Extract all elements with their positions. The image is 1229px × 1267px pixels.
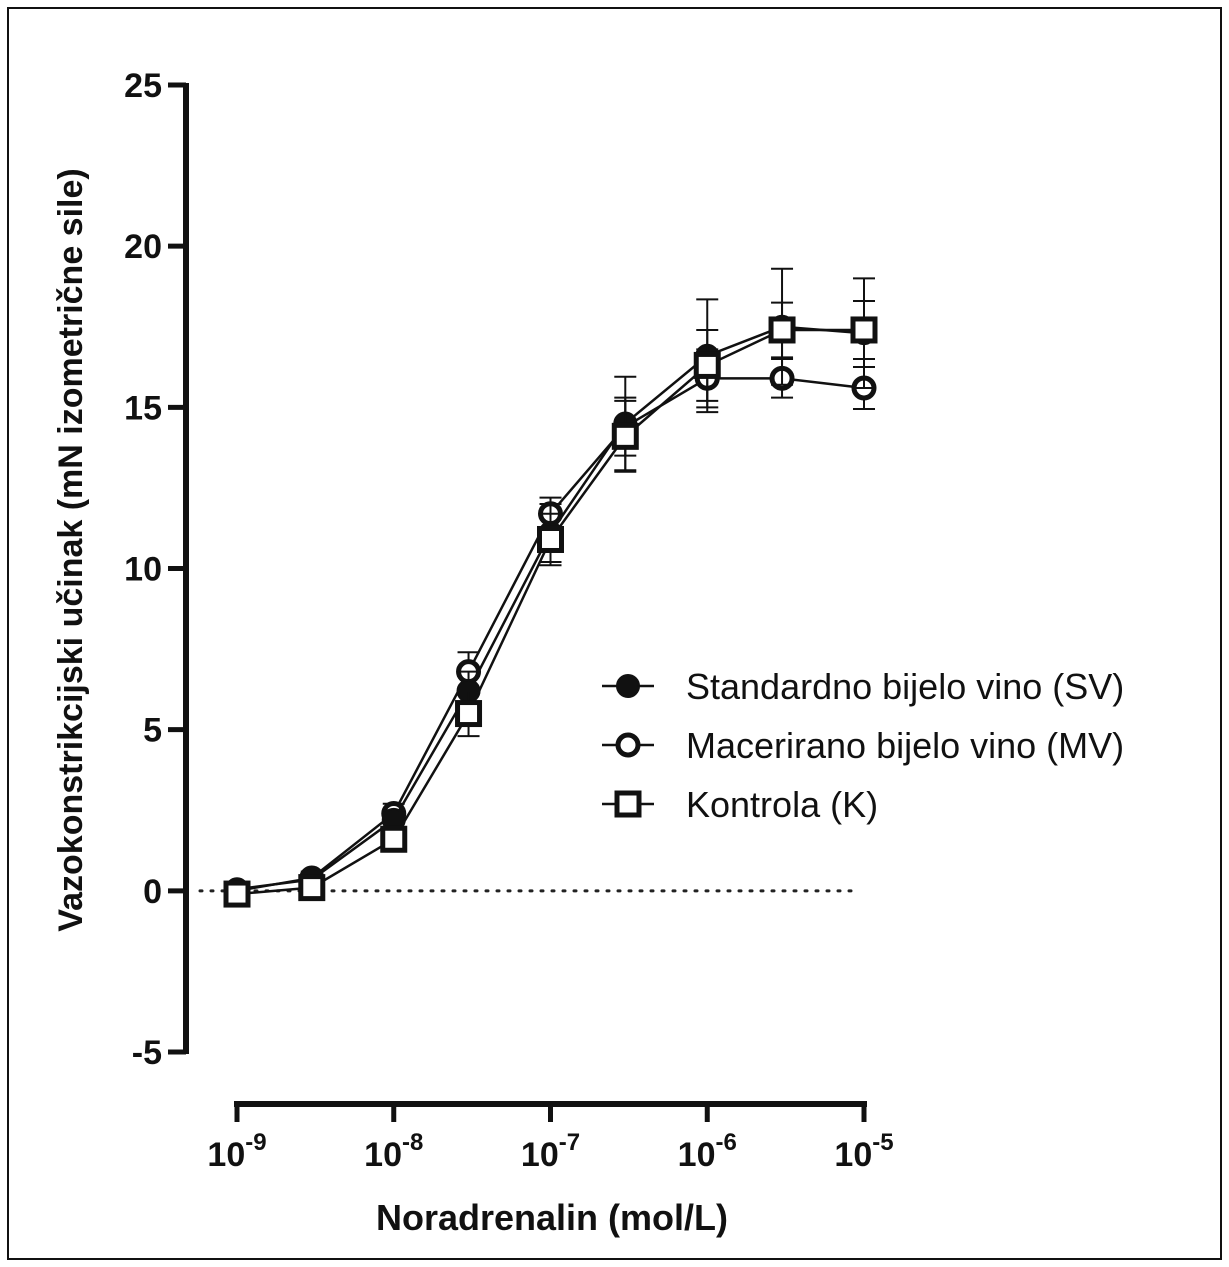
- data-point: [455, 700, 483, 728]
- y-tick-label: 5: [143, 712, 162, 750]
- x-tick-label: 10-9: [207, 1129, 266, 1174]
- legend-marker: [614, 790, 642, 818]
- data-point: [380, 825, 408, 853]
- y-tick-label: 25: [124, 67, 162, 105]
- legend-marker: [615, 732, 641, 758]
- y-tick-label: 0: [143, 873, 162, 911]
- series-layer: [223, 267, 878, 908]
- y-tick-label: 10: [124, 551, 162, 589]
- data-point: [223, 880, 251, 908]
- y-axis-title: Vazokonstrikcijski učinak (mN izometričn…: [52, 168, 90, 931]
- data-point: [768, 316, 796, 344]
- data-point: [850, 316, 878, 344]
- data-point: [298, 874, 326, 902]
- y-tick-label: -5: [132, 1034, 162, 1072]
- y-tick-label: 20: [124, 228, 162, 266]
- figure-frame: [7, 7, 1222, 1260]
- data-point: [611, 422, 639, 450]
- legend-marker: [616, 674, 640, 698]
- legend-entry: Standardno bijelo vino (SV): [602, 666, 1124, 707]
- data-point: [693, 351, 721, 379]
- x-tick-label: 10-8: [364, 1129, 423, 1174]
- legend: Standardno bijelo vino (SV) Macerirano bi…: [602, 666, 1124, 825]
- legend-label: Kontrola (K): [686, 784, 878, 825]
- x-axis: 10-9 10-8 10-7 10-6 10-5: [207, 1101, 894, 1174]
- legend-entry: Macerirano bijelo vino (MV): [602, 725, 1124, 766]
- x-tick-label: 10-5: [834, 1129, 893, 1174]
- legend-label: Standardno bijelo vino (SV): [686, 666, 1124, 707]
- data-point: [537, 525, 564, 553]
- y-tick-label: 15: [124, 389, 162, 427]
- x-tick-label: 10-6: [678, 1129, 737, 1174]
- legend-label: Macerirano bijelo vino (MV): [686, 725, 1124, 766]
- legend-entry: Kontrola (K): [602, 784, 878, 825]
- x-tick-label: 10-7: [521, 1129, 580, 1174]
- x-axis-title: Noradrenalin (mol/L): [376, 1197, 728, 1238]
- y-axis: -5 0 5 10 15 20 25: [124, 67, 189, 1072]
- series-3: [223, 299, 878, 908]
